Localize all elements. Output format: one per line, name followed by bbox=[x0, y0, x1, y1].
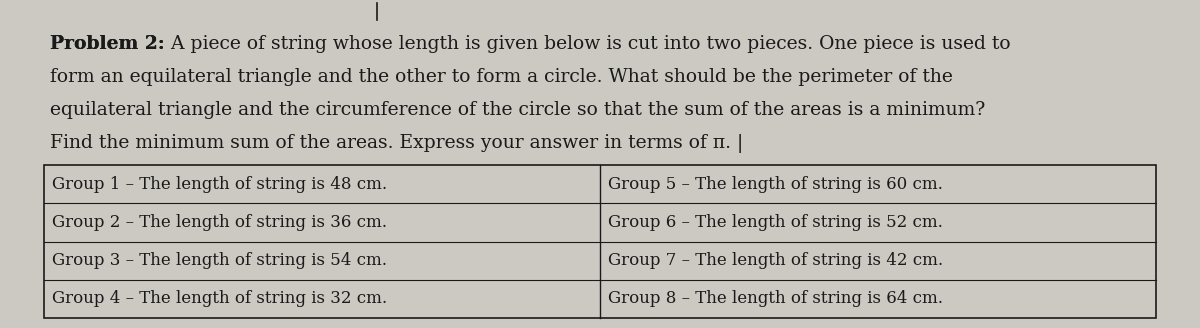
Text: Problem 2:: Problem 2: bbox=[50, 35, 164, 53]
Text: Group 5 – The length of string is 60 cm.: Group 5 – The length of string is 60 cm. bbox=[608, 175, 943, 193]
Text: A piece of string whose length is given below is cut into two pieces. One piece : A piece of string whose length is given … bbox=[164, 35, 1010, 53]
Text: equilateral triangle and the circumference of the circle so that the sum of the : equilateral triangle and the circumferen… bbox=[50, 101, 985, 119]
Text: Group 7 – The length of string is 42 cm.: Group 7 – The length of string is 42 cm. bbox=[608, 252, 943, 269]
Text: Group 8 – The length of string is 64 cm.: Group 8 – The length of string is 64 cm. bbox=[608, 290, 943, 307]
Text: Group 1 – The length of string is 48 cm.: Group 1 – The length of string is 48 cm. bbox=[52, 175, 388, 193]
Text: form an equilateral triangle and the other to form a circle. What should be the : form an equilateral triangle and the oth… bbox=[50, 68, 953, 86]
Text: Group 6 – The length of string is 52 cm.: Group 6 – The length of string is 52 cm. bbox=[608, 214, 943, 231]
Text: Problem 2:: Problem 2: bbox=[50, 35, 164, 53]
Text: Group 2 – The length of string is 36 cm.: Group 2 – The length of string is 36 cm. bbox=[52, 214, 386, 231]
Text: Find the minimum sum of the areas. Express your answer in terms of π. |: Find the minimum sum of the areas. Expre… bbox=[50, 134, 743, 153]
Text: Group 4 – The length of string is 32 cm.: Group 4 – The length of string is 32 cm. bbox=[52, 290, 388, 307]
Bar bbox=[44, 165, 1156, 318]
Text: Group 3 – The length of string is 54 cm.: Group 3 – The length of string is 54 cm. bbox=[52, 252, 386, 269]
